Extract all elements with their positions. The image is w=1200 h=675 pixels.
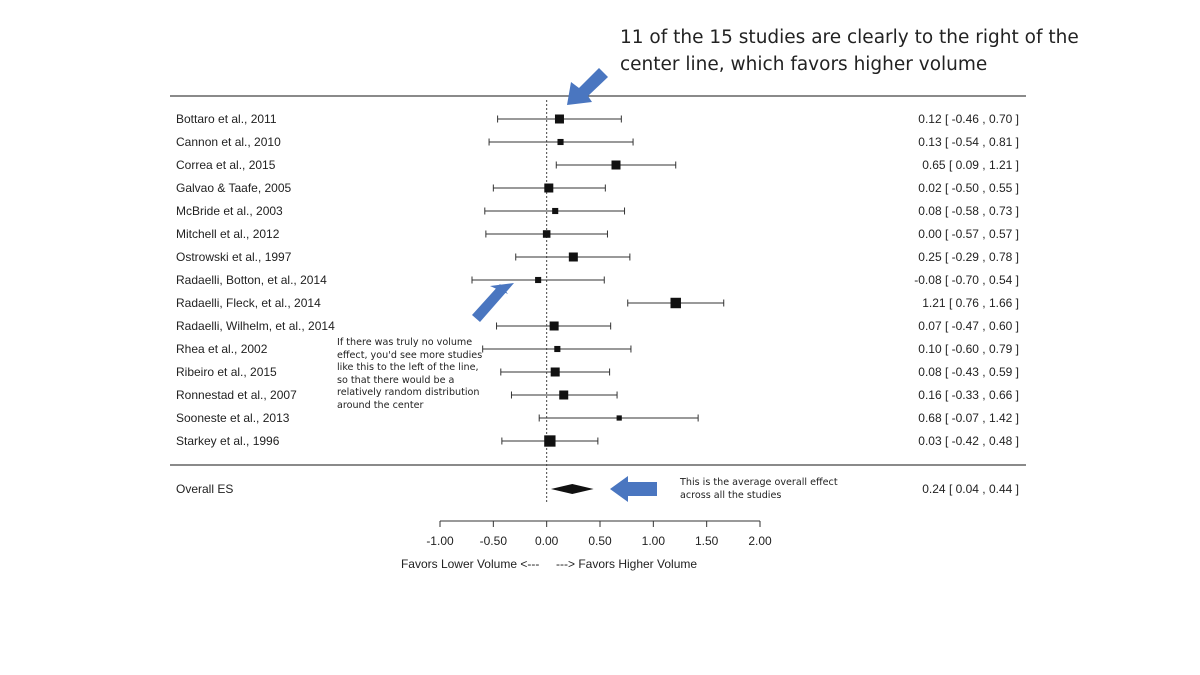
effect-size-marker: [552, 207, 559, 215]
study-label: Mitchell et al., 2012: [176, 227, 280, 241]
study-row: Starkey et al., 1996 0.03 [ -0.42 , 0.48 …: [176, 434, 1019, 448]
ci-text: 0.65 [ 0.09 , 1.21 ]: [922, 158, 1019, 172]
study-label: Rhea et al., 2002: [176, 342, 268, 356]
study-row: Correa et al., 2015 0.65 [ 0.09 , 1.21 ]: [176, 158, 1019, 172]
overall-row: Overall ES 0.24 [ 0.04 , 0.44 ]: [176, 482, 1019, 496]
overall-annotation: This is the average overall effect acros…: [680, 477, 838, 501]
study-row: Ostrowski et al., 1997 0.25 [ -0.29 , 0.7…: [176, 250, 1019, 264]
ci-text: 0.03 [ -0.42 , 0.48 ]: [918, 434, 1019, 448]
study-row: Mitchell et al., 2012 0.00 [ -0.57 , 0.57…: [176, 227, 1019, 241]
study-label: Bottaro et al., 2011: [176, 112, 277, 126]
ci-text: 0.08 [ -0.58 , 0.73 ]: [918, 204, 1019, 218]
overall-arrow-icon: [610, 476, 657, 502]
axis-tick-label: 2.00: [748, 534, 772, 548]
ci-text: 0.68 [ -0.07 , 1.42 ]: [918, 411, 1019, 425]
effect-size-marker: [670, 297, 681, 309]
effect-size-marker: [544, 183, 554, 193]
effect-size-marker: [611, 160, 621, 170]
study-label: Radaelli, Botton, et al., 2014: [176, 273, 327, 287]
axis-tick-label: -1.00: [426, 534, 454, 548]
study-row: Radaelli, Botton, et al., 2014 -0.08 [ -0…: [176, 273, 1019, 287]
study-label: Correa et al., 2015: [176, 158, 276, 172]
study-label: Ribeiro et al., 2015: [176, 365, 277, 379]
study-label: Galvao & Taafe, 2005: [176, 181, 292, 195]
top-arrow-icon: [567, 68, 608, 105]
study-row: Radaelli, Fleck, et al., 2014 1.21 [ 0.76…: [176, 296, 1019, 310]
overall-diamond: [550, 484, 594, 494]
study-row: McBride et al., 2003 0.08 [ -0.58 , 0.73 …: [176, 204, 1019, 218]
study-row: Radaelli, Wilhelm, et al., 2014 0.07 [ -0…: [176, 319, 1019, 333]
left-arrow-icon: [472, 283, 514, 322]
study-row: Bottaro et al., 2011 0.12 [ -0.46 , 0.70 …: [176, 112, 1019, 126]
study-label: McBride et al., 2003: [176, 204, 283, 218]
ci-text: 0.16 [ -0.33 , 0.66 ]: [918, 388, 1019, 402]
top-annotation: 11 of the 15 studies are clearly to the …: [620, 27, 1079, 75]
study-label: Ostrowski et al., 1997: [176, 250, 292, 264]
effect-size-marker: [568, 252, 578, 262]
left-annotation: If there was truly no volume effect, you…: [337, 337, 483, 411]
study-label: Starkey et al., 1996: [176, 434, 280, 448]
x-axis: -1.00 -0.50 0.00 0.50 1.00 1.50 2.00: [426, 520, 772, 548]
study-label: Ronnestad et al., 2007: [176, 388, 297, 402]
effect-size-marker: [559, 390, 569, 400]
effect-size-marker: [549, 321, 559, 331]
overall-label: Overall ES: [176, 482, 233, 496]
ci-text: 0.07 [ -0.47 , 0.60 ]: [918, 319, 1019, 333]
study-rows: Bottaro et al., 2011 0.12 [ -0.46 , 0.70 …: [176, 112, 1019, 448]
study-row: Cannon et al., 2010 0.13 [ -0.54 , 0.81 ]: [176, 135, 1019, 149]
effect-size-marker: [542, 230, 551, 238]
effect-size-marker: [544, 435, 556, 447]
axis-tick-label: 0.50: [588, 534, 612, 548]
study-label: Cannon et al., 2010: [176, 135, 281, 149]
ci-text: 0.00 [ -0.57 , 0.57 ]: [918, 227, 1019, 241]
ci-text: 0.08 [ -0.43 , 0.59 ]: [918, 365, 1019, 379]
axis-tick-label: -0.50: [480, 534, 508, 548]
study-row: Galvao & Taafe, 2005 0.02 [ -0.50 , 0.55 …: [176, 181, 1019, 195]
study-label: Radaelli, Wilhelm, et al., 2014: [176, 319, 335, 333]
effect-size-marker: [550, 367, 560, 377]
study-row: Rhea et al., 2002 0.10 [ -0.60 , 0.79 ]: [176, 342, 1019, 356]
ci-text: 0.12 [ -0.46 , 0.70 ]: [918, 112, 1019, 126]
overall-ci-text: 0.24 [ 0.04 , 0.44 ]: [922, 482, 1019, 496]
ci-text: -0.08 [ -0.70 , 0.54 ]: [914, 273, 1019, 287]
effect-size-marker: [554, 114, 564, 124]
ci-text: 1.21 [ 0.76 , 1.66 ]: [922, 296, 1019, 310]
x-axis-label: Favors Lower Volume <--- ---> Favors Hig…: [401, 557, 697, 571]
study-row: Ribeiro et al., 2015 0.08 [ -0.43 , 0.59 …: [176, 365, 1019, 379]
study-label: Sooneste et al., 2013: [176, 411, 290, 425]
ci-text: 0.13 [ -0.54 , 0.81 ]: [918, 135, 1019, 149]
study-label: Radaelli, Fleck, et al., 2014: [176, 296, 321, 310]
axis-tick-label: 1.00: [642, 534, 666, 548]
axis-tick-label: 0.00: [535, 534, 559, 548]
ci-text: 0.25 [ -0.29 , 0.78 ]: [918, 250, 1019, 264]
study-row: Sooneste et al., 2013 0.68 [ -0.07 , 1.42…: [176, 411, 1019, 425]
effect-size-marker: [554, 345, 561, 353]
effect-size-marker: [557, 138, 564, 146]
effect-size-marker: [616, 415, 622, 421]
ci-text: 0.10 [ -0.60 , 0.79 ]: [918, 342, 1019, 356]
effect-size-marker: [535, 276, 542, 284]
study-row: Ronnestad et al., 2007 0.16 [ -0.33 , 0.6…: [176, 388, 1019, 402]
axis-tick-label: 1.50: [695, 534, 719, 548]
ci-text: 0.02 [ -0.50 , 0.55 ]: [918, 181, 1019, 195]
